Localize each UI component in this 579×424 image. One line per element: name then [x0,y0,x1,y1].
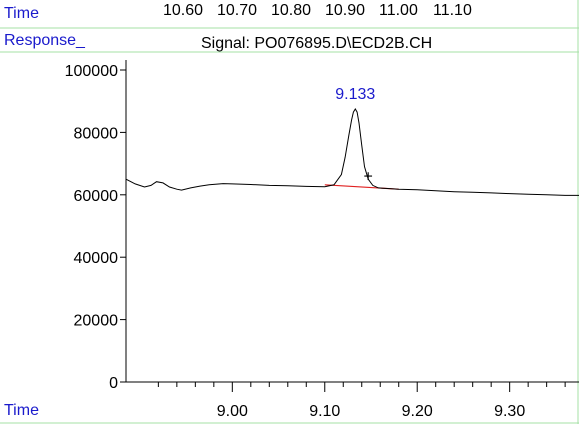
y-tick-label: 20000 [74,313,119,330]
signal-trace [125,108,579,196]
top-tick-10-70: 10.70 [217,2,258,19]
y-tick-label: 40000 [74,250,119,267]
x-tick-label: 9.00 [217,403,248,420]
y-axis-ticks: 0 20000 40000 60000 80000 100000 [65,63,126,392]
peak-end-marker: + [364,169,373,186]
response-label: Response_ [4,32,85,49]
top-tick-10-80: 10.80 [271,2,312,19]
y-tick-label: 100000 [65,63,118,80]
signal-label: Signal: PO076895.D\ECD2B.CH [201,35,433,52]
peak-retention-label: 9.133 [335,86,375,103]
x-axis-ticks: 9.00 9.10 9.20 9.30 [157,382,566,420]
top-tick-11-10: 11.10 [433,2,472,19]
y-tick-label: 80000 [74,125,119,142]
time-label-top: Time [4,5,39,22]
y-tick-label: 60000 [74,188,119,205]
x-tick-label: 9.20 [402,403,433,420]
time-label-bottom: Time [4,402,39,419]
x-tick-label: 9.30 [494,403,525,420]
y-tick-label: 0 [109,375,118,392]
top-tick-10-60: 10.60 [163,2,204,19]
top-tick-11-00: 11.00 [379,2,418,19]
top-tick-10-90: 10.90 [325,2,366,19]
x-tick-label: 9.10 [309,403,340,420]
